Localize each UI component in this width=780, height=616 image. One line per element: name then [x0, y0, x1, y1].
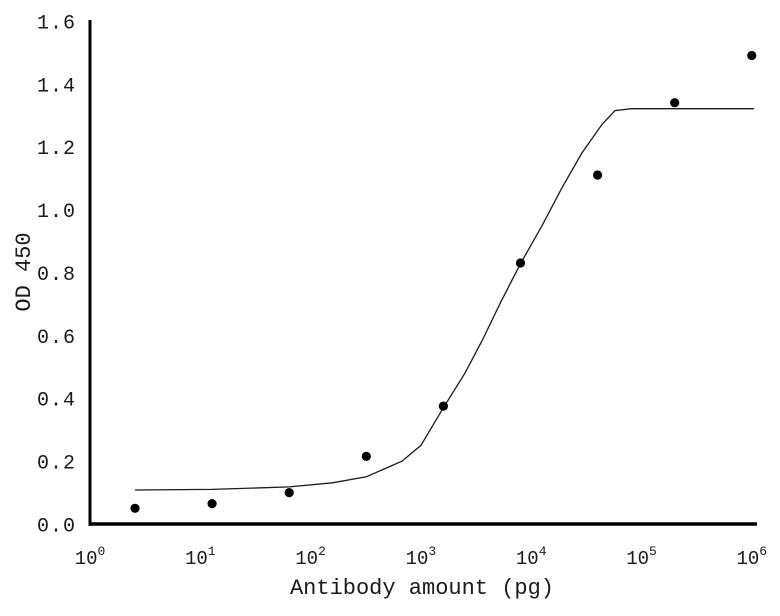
y-tick-label: 0.4 [37, 390, 76, 413]
data-point [130, 503, 140, 513]
data-point [593, 170, 603, 180]
y-tick-labels: 0.0 0.2 0.4 0.6 0.8 1.0 1.2 1.4 1.6 [37, 13, 76, 539]
data-point [515, 258, 526, 268]
y-tick-label: 1.0 [37, 201, 76, 224]
x-axis-title: Antibody amount (pg) [290, 576, 554, 601]
data-point [747, 50, 757, 61]
y-axis-title: OD 450 [12, 232, 37, 311]
data-point [361, 451, 371, 461]
data-point [438, 401, 448, 411]
x-tick-labels: 100 101 102 103 104 105 106 [75, 544, 767, 570]
x-tick-label: 105 [626, 544, 657, 570]
y-tick-label: 0.8 [37, 264, 76, 287]
y-tick-label: 1.2 [37, 138, 76, 161]
x-tick-label: 106 [736, 544, 767, 570]
y-tick-label: 1.4 [37, 75, 76, 98]
y-tick-label: 0.0 [37, 516, 76, 539]
x-tick-label: 101 [185, 544, 216, 570]
data-point [284, 488, 294, 498]
fit-curve [134, 108, 755, 491]
y-tick-label: 0.2 [37, 453, 76, 476]
data-point [207, 499, 217, 509]
y-tick-label: 1.6 [37, 13, 76, 36]
x-tick-label: 104 [516, 544, 547, 570]
x-tick-label: 100 [75, 544, 106, 570]
x-tick-label: 103 [406, 544, 437, 570]
x-tick-label: 102 [295, 544, 326, 570]
data-points [130, 50, 757, 513]
data-point [670, 98, 680, 108]
y-tick-label: 0.6 [37, 327, 76, 350]
